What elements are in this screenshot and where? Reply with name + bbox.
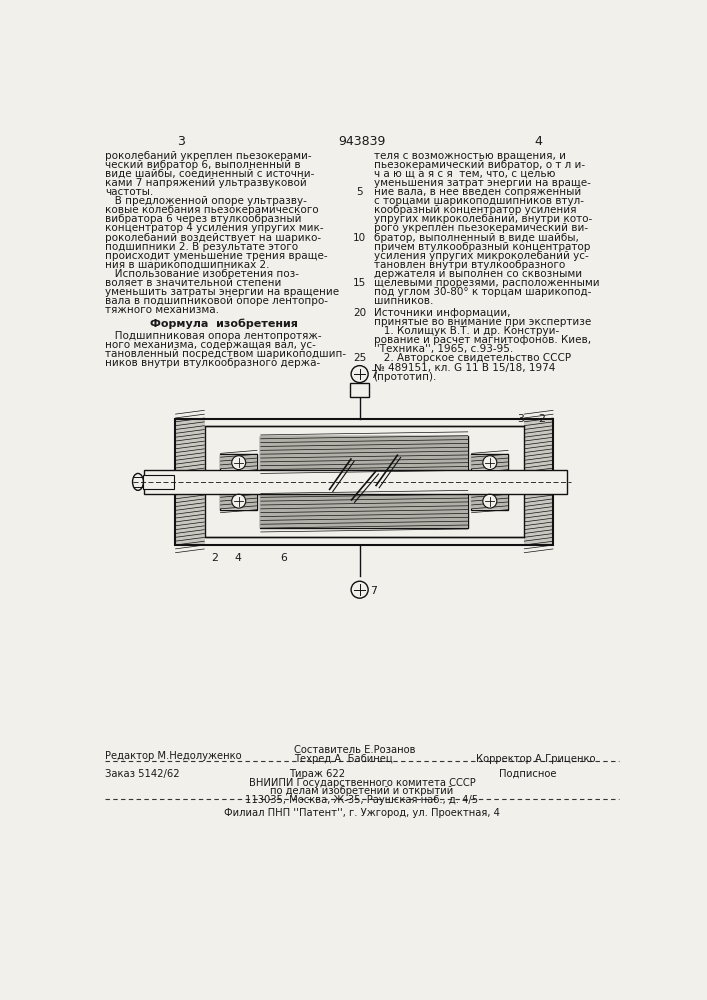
Text: с торцами шарикоподшипников втул-: с торцами шарикоподшипников втул- (373, 196, 583, 206)
Text: 2: 2 (538, 414, 545, 424)
Text: концентратор 4 усиления упругих мик-: концентратор 4 усиления упругих мик- (105, 223, 324, 233)
Text: теля с возможностью вращения, и: теля с возможностью вращения, и (373, 151, 566, 161)
Text: упругих микроколебаний, внутри кото-: упругих микроколебаний, внутри кото- (373, 214, 592, 224)
Text: ч а ю щ а я с я  тем, что, с целью: ч а ю щ а я с я тем, что, с целью (373, 169, 555, 179)
Text: воляет в значительной степени: воляет в значительной степени (105, 278, 282, 288)
Text: Формула  изобретения: Формула изобретения (150, 319, 298, 329)
Bar (524, 419, 554, 545)
Text: 20: 20 (353, 308, 366, 318)
Text: принятые во внимание при экспертизе: принятые во внимание при экспертизе (373, 317, 591, 327)
Bar (220, 454, 257, 510)
Text: щелевыми прорезями, расположенными: щелевыми прорезями, расположенными (373, 278, 600, 288)
Text: тановленный посредством шарикоподшип-: тановленный посредством шарикоподшип- (105, 349, 346, 359)
Text: 943839: 943839 (338, 135, 385, 148)
Bar (220, 495, 257, 509)
Text: ''Техника'', 1965, с.93-95.: ''Техника'', 1965, с.93-95. (373, 344, 513, 354)
Bar (175, 419, 204, 545)
Text: усиления упругих микроколебаний ус-: усиления упругих микроколебаний ус- (373, 251, 588, 261)
Text: 4: 4 (234, 553, 241, 563)
Text: причем втулкообразный концентратор: причем втулкообразный концентратор (373, 242, 590, 252)
Text: уменьшения затрат энергии на враще-: уменьшения затрат энергии на враще- (373, 178, 590, 188)
Text: братор, выполненный в виде шайбы,: братор, выполненный в виде шайбы, (373, 233, 578, 243)
Text: ние вала, в нее введен сопряженный: ние вала, в нее введен сопряженный (373, 187, 581, 197)
Bar (260, 436, 468, 528)
Bar (351, 383, 369, 397)
Bar (143, 475, 174, 489)
Circle shape (483, 456, 497, 470)
Text: Заказ 5142/62: Заказ 5142/62 (105, 769, 180, 779)
Bar (220, 455, 257, 469)
Text: ками 7 напряжений ультразвуковой: ками 7 напряжений ультразвуковой (105, 178, 307, 188)
Circle shape (351, 581, 368, 598)
Text: 2: 2 (211, 553, 218, 563)
Text: 3: 3 (517, 414, 524, 424)
Text: вала в подшипниковой опоре лентопро-: вала в подшипниковой опоре лентопро- (105, 296, 329, 306)
Text: ВНИИПИ Государственного комитета СССР: ВНИИПИ Государственного комитета СССР (249, 778, 475, 788)
Text: 4: 4 (534, 135, 542, 148)
Text: тяжного механизма.: тяжного механизма. (105, 305, 219, 315)
Text: под углом 30-80° к торцам шарикопод-: под углом 30-80° к торцам шарикопод- (373, 287, 591, 297)
Circle shape (232, 456, 246, 470)
Text: подшипники 2. В результате этого: подшипники 2. В результате этого (105, 242, 298, 252)
Text: вибратора 6 через втулкообразный: вибратора 6 через втулкообразный (105, 214, 302, 224)
Text: Корректор А.Гриценко: Корректор А.Гриценко (476, 754, 595, 764)
Text: рого укреплен пьезокерамический ви-: рого укреплен пьезокерамический ви- (373, 223, 588, 233)
Text: Техред А. Бабинец: Техред А. Бабинец (293, 754, 392, 764)
Text: ного механизма, содержащая вал, ус-: ного механизма, содержащая вал, ус- (105, 340, 316, 350)
Text: Использование изобретения поз-: Использование изобретения поз- (105, 269, 300, 279)
Text: держателя и выполнен со сквозными: держателя и выполнен со сквозными (373, 269, 582, 279)
Text: Подшипниковая опора лентопротяж-: Подшипниковая опора лентопротяж- (105, 331, 322, 341)
Bar (472, 495, 508, 509)
Text: 5: 5 (356, 187, 363, 197)
Text: ческий вибратор 6, выполненный в: ческий вибратор 6, выполненный в (105, 160, 301, 170)
Text: 113035, Москва, Ж-35, Раушская наб., д. 4/5: 113035, Москва, Ж-35, Раушская наб., д. … (245, 795, 479, 805)
Text: 15: 15 (353, 278, 366, 288)
Bar (260, 494, 468, 528)
Text: виде шайбы, соединенный с источни-: виде шайбы, соединенный с источни- (105, 169, 315, 179)
Text: уменьшить затраты энергии на вращение: уменьшить затраты энергии на вращение (105, 287, 339, 297)
Text: происходит уменьшение трения враще-: происходит уменьшение трения враще- (105, 251, 328, 261)
Text: 7: 7 (370, 586, 378, 596)
Text: 6: 6 (280, 553, 286, 563)
Text: ников внутри втулкообразного держа-: ников внутри втулкообразного держа- (105, 358, 321, 368)
Text: 1. Колищук В.Т. и др. Конструи-: 1. Колищук В.Т. и др. Конструи- (373, 326, 559, 336)
Text: тановлен внутри втулкообразного: тановлен внутри втулкообразного (373, 260, 565, 270)
Text: Филиал ПНП ''Патент'', г. Ужгород, ул. Проектная, 4: Филиал ПНП ''Патент'', г. Ужгород, ул. П… (224, 808, 500, 818)
Text: Источники информации,: Источники информации, (373, 308, 510, 318)
Text: роколебаний укреплен пьезокерами-: роколебаний укреплен пьезокерами- (105, 151, 312, 161)
Text: рование и расчет магнитофонов. Киев,: рование и расчет магнитофонов. Киев, (373, 335, 591, 345)
Bar (175, 419, 554, 545)
Bar (144, 470, 567, 494)
Text: 2. Авторское свидетельство СССР: 2. Авторское свидетельство СССР (373, 353, 571, 363)
Circle shape (483, 494, 497, 508)
Text: 7: 7 (370, 370, 378, 380)
Text: роколебаний воздействует на шарико-: роколебаний воздействует на шарико- (105, 233, 322, 243)
Text: (прототип).: (прототип). (373, 372, 437, 382)
Text: 3: 3 (177, 135, 185, 148)
Text: 1: 1 (480, 496, 486, 506)
Bar (204, 426, 524, 537)
Text: пьезокерамический вибратор, о т л и-: пьезокерамический вибратор, о т л и- (373, 160, 585, 170)
Text: частоты.: частоты. (105, 187, 153, 197)
Text: Редактор М.Недолуженко: Редактор М.Недолуженко (105, 751, 242, 761)
Text: кообразный концентратор усиления: кообразный концентратор усиления (373, 205, 576, 215)
Circle shape (232, 494, 246, 508)
Text: 5: 5 (445, 463, 452, 473)
Text: по делам изобретений и открытий: по делам изобретений и открытий (270, 786, 454, 796)
Text: ковые колебания пьезокерамического: ковые колебания пьезокерамического (105, 205, 319, 215)
Bar (472, 454, 508, 510)
Text: Подписное: Подписное (499, 769, 556, 779)
Bar (260, 436, 468, 470)
Text: ния в шарикоподшипниках 2.: ния в шарикоподшипниках 2. (105, 260, 270, 270)
Text: шипников.: шипников. (373, 296, 433, 306)
Circle shape (351, 366, 368, 383)
Text: 25: 25 (353, 353, 366, 363)
Text: Составитель Е.Розанов: Составитель Е.Розанов (293, 745, 415, 755)
Text: В предложенной опоре ультразву-: В предложенной опоре ультразву- (105, 196, 308, 206)
Ellipse shape (132, 473, 144, 490)
Bar (472, 455, 508, 469)
Text: 10: 10 (353, 233, 366, 243)
Text: Тираж 622: Тираж 622 (289, 769, 345, 779)
Text: № 489151, кл. G 11 B 15/18, 1974: № 489151, кл. G 11 B 15/18, 1974 (373, 363, 555, 373)
